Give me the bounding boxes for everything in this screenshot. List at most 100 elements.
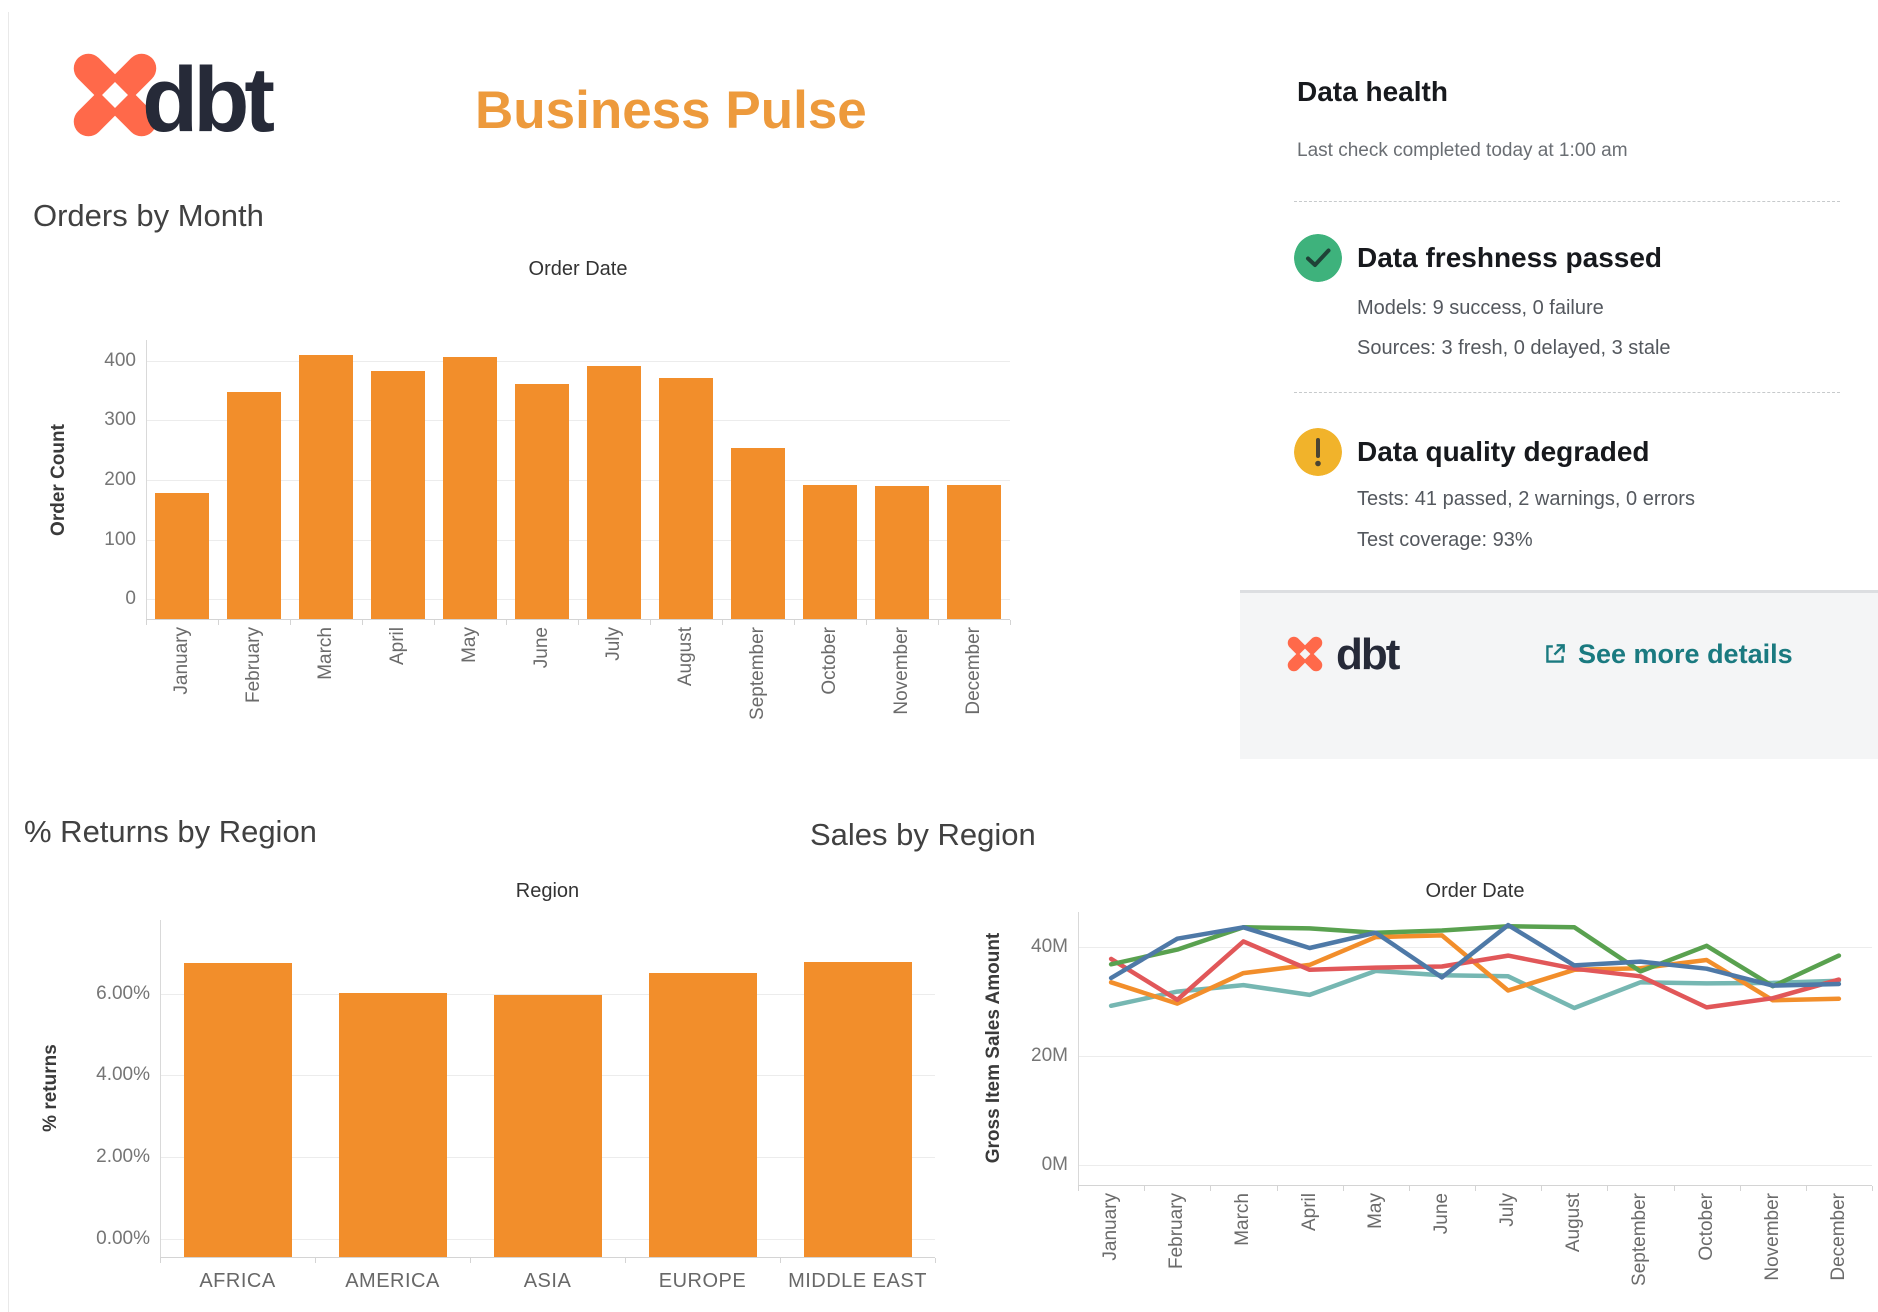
bar-august[interactable] — [659, 378, 713, 619]
x-axis-label: ASIA — [523, 1270, 572, 1292]
see-more-details-link[interactable]: See more details — [1542, 637, 1793, 671]
freshness-heading: Data freshness passed — [1357, 242, 1663, 273]
x-axis-tick — [1408, 1186, 1410, 1191]
x-axis-tick — [780, 1258, 781, 1263]
sales-y-axis-title: Gross Item Sales Amount — [983, 932, 1004, 1164]
y-axis-line — [1078, 912, 1079, 1185]
x-axis-tick — [160, 1258, 161, 1263]
bar-november[interactable] — [875, 485, 929, 619]
gridline — [146, 539, 1010, 541]
x-axis-label: September — [1629, 1193, 1651, 1286]
bar-march[interactable] — [299, 354, 353, 619]
orders-chart-title: Orders by Month — [33, 198, 264, 233]
x-axis-label: November — [1761, 1193, 1783, 1281]
x-axis-tick — [650, 620, 651, 625]
bar-february[interactable] — [227, 391, 281, 619]
y-axis-tick-label: 2.00% — [96, 1146, 150, 1168]
y-axis-line — [146, 340, 147, 619]
bar-june[interactable] — [515, 383, 569, 619]
bar-april[interactable] — [371, 371, 425, 619]
x-axis-tick — [794, 620, 795, 625]
x-axis-label: April — [387, 627, 408, 666]
dashed-divider — [1294, 392, 1840, 393]
x-axis-tick — [935, 1258, 936, 1263]
x-axis-line — [1078, 1185, 1872, 1186]
bar-may[interactable] — [443, 356, 497, 619]
y-axis-tick-label: 20M — [1031, 1044, 1068, 1066]
sales-pane-title: Order Date — [1425, 880, 1525, 902]
dbt-logo-icon — [73, 53, 157, 137]
x-axis-label: April — [1298, 1193, 1320, 1232]
x-axis-tick — [1276, 1186, 1278, 1191]
gridline — [146, 360, 1010, 362]
y-axis-tick-label: 200 — [104, 468, 136, 490]
x-axis-label: MIDDLE EAST — [788, 1270, 927, 1292]
returns-bar-chart: 0.00% 2.00% 4.00% 6.00% AFRICA AMERICA ASIA EUR… — [96, 920, 936, 1292]
orders-pane-title: Order Date — [528, 258, 628, 280]
x-axis-tick — [1607, 1186, 1609, 1191]
bar-july[interactable] — [587, 366, 641, 619]
returns-y-axis-title: % returns — [40, 1044, 61, 1132]
line-series-europe[interactable] — [1108, 968, 1842, 1011]
y-axis-tick-label: 0M — [1041, 1154, 1068, 1175]
line-series-asia[interactable] — [1108, 939, 1842, 1010]
y-axis-tick-label: 4.00% — [96, 1064, 150, 1086]
x-axis-label: December — [963, 627, 984, 715]
y-axis-tick-label: 6.00% — [96, 982, 150, 1004]
dbt-wordmark: dbt — [142, 49, 275, 151]
bar-asia[interactable] — [493, 994, 602, 1257]
line-series-layer — [1108, 922, 1842, 1011]
page-title: Business Pulse — [475, 81, 867, 140]
line-series-africa[interactable] — [1108, 922, 1842, 988]
quality-coverage-stat: Test coverage: 93% — [1357, 529, 1533, 551]
orders-y-axis-title: Order Count — [48, 424, 69, 536]
x-axis-label: March — [315, 627, 336, 680]
y-axis-tick-label: 400 — [104, 349, 136, 371]
bar-europe[interactable] — [648, 973, 757, 1257]
see-more-details-label: See more details — [1578, 639, 1793, 669]
x-axis-tick — [1673, 1186, 1675, 1191]
x-axis-tick — [1739, 1186, 1741, 1191]
gridline — [160, 993, 935, 995]
bar-december[interactable] — [947, 484, 1001, 619]
bar-january[interactable] — [155, 493, 209, 619]
x-axis-tick — [938, 620, 939, 625]
x-axis-tick — [1144, 1186, 1146, 1191]
gridline — [146, 479, 1010, 481]
x-axis-tick — [1010, 620, 1011, 625]
quality-heading: Data quality degraded — [1357, 436, 1650, 467]
bar-september[interactable] — [731, 448, 785, 619]
dbt-wordmark-small: dbt — [1336, 630, 1400, 679]
x-axis-tick — [290, 620, 291, 625]
x-axis-tick — [362, 620, 363, 625]
bar-middle-east[interactable] — [803, 962, 912, 1257]
bar-october[interactable] — [803, 484, 857, 619]
x-axis-tick — [1475, 1186, 1476, 1191]
dashed-divider — [1294, 201, 1840, 202]
x-axis-label: June — [1430, 1193, 1452, 1235]
x-axis-label: February — [1166, 1193, 1188, 1270]
sales-chart-title: Sales by Region — [810, 817, 1036, 852]
x-axis-label: November — [891, 627, 912, 715]
x-axis-label: May — [1364, 1193, 1386, 1229]
quality-tests-stat: Tests: 41 passed, 2 warnings, 0 errors — [1357, 488, 1695, 510]
x-axis-label: September — [747, 627, 768, 720]
x-axis-tick — [506, 620, 507, 625]
x-axis-label: August — [1563, 1193, 1585, 1253]
left-zone-border — [8, 12, 9, 1312]
external-link-icon — [1546, 644, 1565, 663]
x-axis-tick — [218, 620, 219, 625]
bar-america[interactable] — [338, 993, 447, 1257]
x-axis-label: October — [819, 627, 840, 695]
gridline — [1078, 1165, 1872, 1166]
x-axis-label: October — [1695, 1193, 1717, 1261]
y-axis-tick-label: 0 — [125, 588, 136, 609]
line-series-america[interactable] — [1108, 933, 1842, 1006]
bar-africa[interactable] — [183, 962, 292, 1257]
x-axis-tick — [722, 620, 723, 625]
x-axis-tick — [434, 620, 435, 625]
x-axis-label: AMERICA — [345, 1270, 440, 1292]
x-axis-tick — [315, 1258, 316, 1263]
x-axis-tick — [146, 620, 147, 625]
